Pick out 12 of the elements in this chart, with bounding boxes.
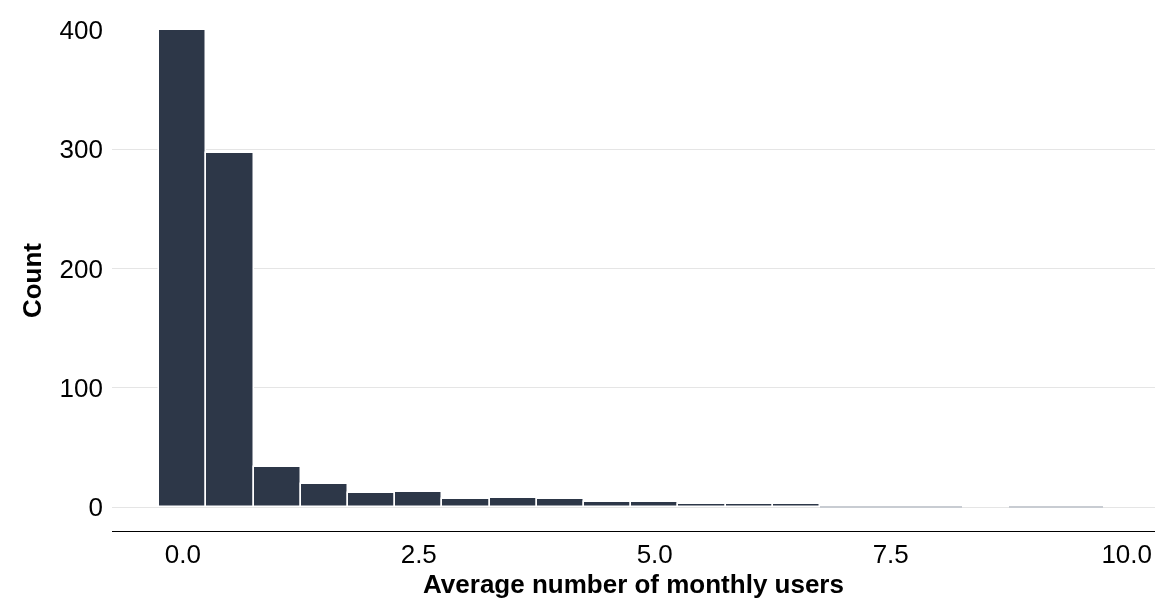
y-tick-label: 300 [59, 134, 103, 165]
y-tick-label: 200 [59, 253, 103, 284]
x-axis-title: Average number of monthly users [423, 569, 844, 600]
x-tick-label: 0.0 [164, 539, 201, 570]
x-tick-label: 10.0 [1101, 539, 1152, 570]
x-tick-label: 2.5 [400, 539, 437, 570]
y-tick-label: 0 [88, 492, 103, 523]
y-tick-label: 100 [59, 372, 103, 403]
x-tick-label: 5.0 [636, 539, 673, 570]
y-tick-label: 400 [59, 15, 103, 46]
y-axis-title: Count [17, 242, 48, 319]
x-tick-label: 7.5 [872, 539, 909, 570]
